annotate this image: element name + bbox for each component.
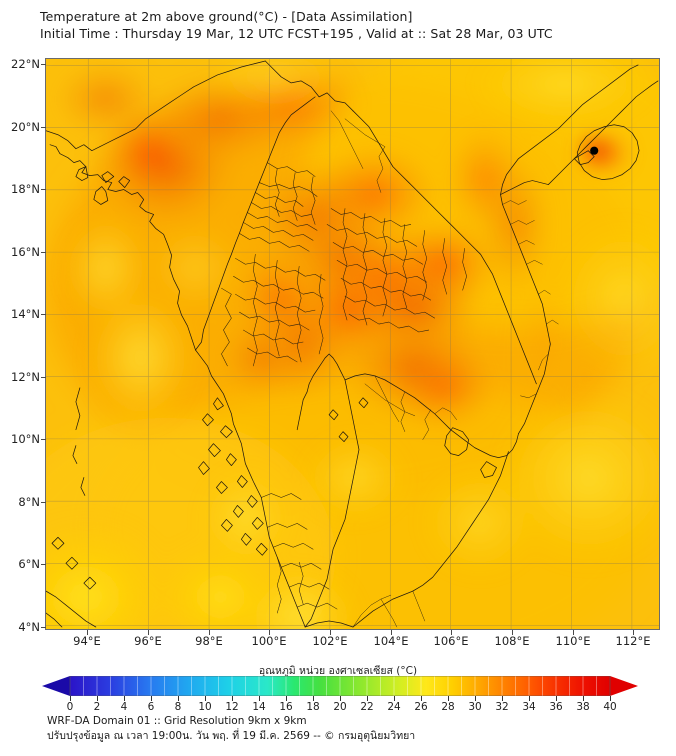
y-tick-mark: [41, 127, 46, 128]
colorbar-tick-30: 30: [468, 701, 482, 713]
colorbar-tick-12: 12: [225, 701, 239, 713]
y-tick-mark: [41, 502, 46, 503]
x-tick-mark: [512, 630, 513, 635]
colorbar-tick-26: 26: [414, 701, 428, 713]
y-tick-label-16n: 16°N: [11, 245, 40, 259]
page-title: Temperature at 2m above ground(°C) - [Da…: [40, 9, 413, 24]
colorbar-tick-24: 24: [387, 701, 401, 713]
x-tick-label-106e: 106°E: [433, 634, 469, 648]
colorbar-low-arrow: [42, 676, 70, 696]
y-tick-label-22n: 22°N: [11, 57, 40, 71]
y-tick-mark: [41, 189, 46, 190]
colorbar-tick-8: 8: [174, 701, 182, 713]
y-tick-mark: [41, 627, 46, 628]
colorbar-ticks: 0 2 4 6 8 10 12 14 16 18 20 22 24 26 28 …: [42, 696, 638, 714]
y-tick-label-18n: 18°N: [11, 182, 40, 196]
colorbar-tick-22: 22: [360, 701, 374, 713]
colorbar-title: อุณหภูมิ หน่วย องศาเซลเซียส (°C): [258, 665, 418, 677]
x-tick-label-96e: 96°E: [134, 634, 162, 648]
colorbar-tick-4: 4: [120, 701, 128, 713]
station-marker-layer: [46, 59, 659, 629]
map-boundaries: [46, 59, 659, 629]
colorbar-high-arrow: [610, 676, 638, 696]
map-plot-area[interactable]: [45, 58, 660, 630]
temperature-field: [46, 59, 659, 629]
y-tick-mark: [41, 377, 46, 378]
y-tick-label-8n: 8°N: [18, 495, 40, 509]
colorbar-tick-32: 32: [495, 701, 509, 713]
y-tick-label-4n: 4°N: [18, 620, 40, 634]
colorbar-tick-18: 18: [306, 701, 320, 713]
x-tick-mark: [209, 630, 210, 635]
colorbar-tick-40: 40: [603, 701, 617, 713]
page-subtitle: Initial Time : Thursday 19 Mar, 12 UTC F…: [40, 26, 553, 41]
colorbar-tick-2: 2: [93, 701, 101, 713]
y-tick-label-6n: 6°N: [18, 557, 40, 571]
colorbar-tick-0: 0: [66, 701, 74, 713]
colorbar-tick-14: 14: [252, 701, 266, 713]
colorbar-tick-34: 34: [522, 701, 536, 713]
chart-title-block: Temperature at 2m above ground(°C) - [Da…: [40, 8, 660, 42]
colorbar-tick-20: 20: [333, 701, 347, 713]
y-tick-mark: [41, 64, 46, 65]
footer-credit: ปรับปรุงข้อมูล ณ เวลา 19:00น. วัน พฤ. ที…: [47, 730, 416, 742]
x-tick-label-102e: 102°E: [312, 634, 348, 648]
x-tick-label-98e: 98°E: [195, 634, 223, 648]
station-dot-icon: [590, 146, 599, 155]
y-tick-mark: [41, 564, 46, 565]
y-tick-mark: [41, 439, 46, 440]
y-tick-label-14n: 14°N: [11, 307, 40, 321]
y-tick-mark: [41, 314, 46, 315]
y-tick-label-10n: 10°N: [11, 432, 40, 446]
x-tick-mark: [391, 630, 392, 635]
x-tick-mark: [573, 630, 574, 635]
colorbar-tick-38: 38: [576, 701, 590, 713]
x-tick-mark: [330, 630, 331, 635]
x-tick-mark: [633, 630, 634, 635]
colorbar-tick-36: 36: [549, 701, 563, 713]
y-tick-label-12n: 12°N: [11, 370, 40, 384]
y-tick-mark: [41, 252, 46, 253]
footer-block: WRF-DA Domain 01 :: Grid Resolution 9km …: [47, 714, 667, 744]
colorbar-tick-16: 16: [279, 701, 293, 713]
y-tick-label-20n: 20°N: [11, 120, 40, 134]
x-tick-label-104e: 104°E: [373, 634, 409, 648]
x-tick-label-94e: 94°E: [73, 634, 101, 648]
colorbar-gradient[interactable]: [42, 676, 638, 696]
x-tick-label-112e: 112°E: [615, 634, 651, 648]
x-tick-label-108e: 108°E: [494, 634, 530, 648]
colorbar-tick-6: 6: [147, 701, 155, 713]
x-tick-mark: [269, 630, 270, 635]
footer-model-info: WRF-DA Domain 01 :: Grid Resolution 9km …: [47, 715, 307, 727]
colorbar-tick-28: 28: [441, 701, 455, 713]
x-tick-label-100e: 100°E: [251, 634, 287, 648]
x-tick-mark: [451, 630, 452, 635]
colorbar-tick-10: 10: [198, 701, 212, 713]
x-tick-mark: [148, 630, 149, 635]
x-tick-mark: [87, 630, 88, 635]
x-tick-label-110e: 110°E: [555, 634, 591, 648]
